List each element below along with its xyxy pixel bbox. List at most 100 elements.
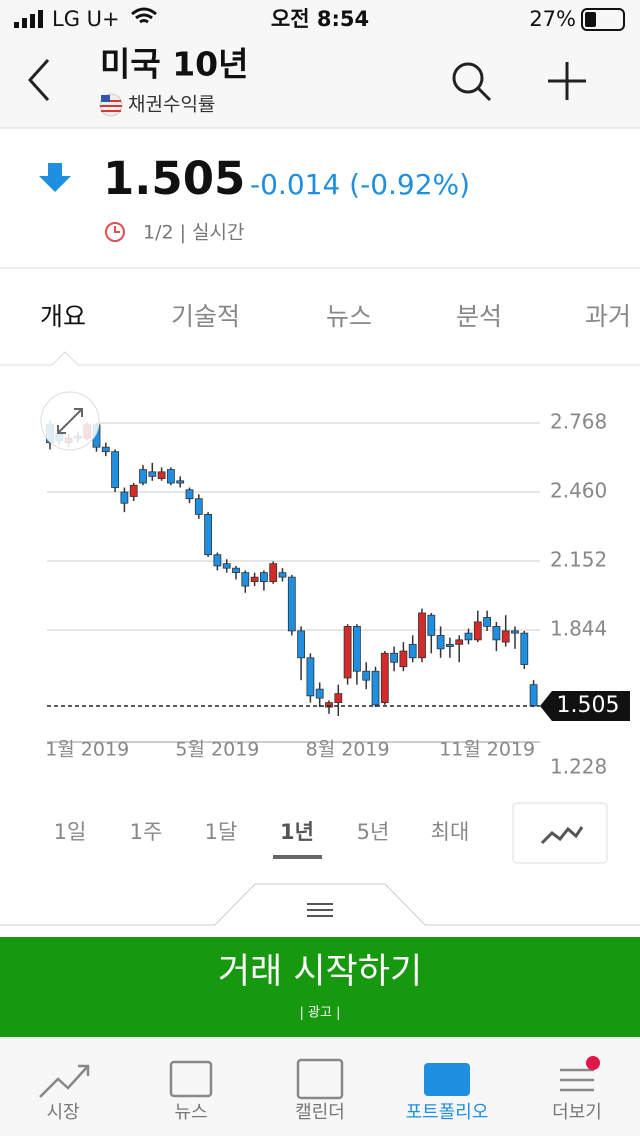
candle-body [325,702,333,708]
candle-body [390,652,399,663]
signal [14,10,43,28]
candle-body [362,670,371,681]
add-button[interactable] [548,62,586,100]
candle-body [139,469,147,484]
last-value-badge [540,690,630,721]
candle-body [306,657,315,697]
nav-icon [296,1058,344,1100]
x-tick-label: 11월 2019 [439,739,535,761]
battery-level: 27% [529,7,576,31]
tab[interactable]: 기술적 [171,302,240,331]
candle-body [483,617,492,627]
candle-body [157,471,166,479]
candle-body [176,480,185,484]
battery-icon [581,8,625,31]
chart-type-button[interactable] [512,802,608,864]
x-tick-label: 1월 2019 [45,739,129,761]
search-button[interactable] [452,62,492,102]
candle-body [213,554,222,567]
period-button[interactable]: 1주 [130,820,163,844]
period-button[interactable]: 5년 [357,820,390,844]
battery-fill [585,12,596,27]
nav-icon [169,1060,213,1098]
tab-indicator [0,351,640,366]
quote-time: 1/2 | 실시간 [143,222,245,244]
down-arrow [39,163,71,192]
candle-body [101,446,110,453]
candle-body [501,630,510,643]
candle-body [427,614,436,636]
candle-body [436,634,445,650]
period-button[interactable]: 최대 [431,820,470,844]
flag-canton [101,95,110,102]
price: 1.505 [103,152,245,205]
period-underline [273,855,322,859]
candle-body [241,572,250,587]
candle-body [455,639,464,645]
last-value-label: 1.505 [557,693,620,718]
instrument-title: 미국 10년 [100,45,249,84]
y-tick-label: 2.768 [550,410,607,434]
cta-button[interactable] [0,937,640,1037]
nav-icon [560,1068,594,1092]
period-button[interactable]: 1달 [205,820,238,844]
candle-body [287,576,296,632]
x-tick-label: 8월 2019 [306,739,390,761]
candle-body [185,489,194,500]
clock-hands [114,226,120,233]
candle-body [204,514,213,556]
candle-body [194,498,203,515]
candle-body [511,630,519,634]
candle-body [343,626,352,679]
nav-bar [0,1038,640,1136]
y-tick-label: 1.228 [550,755,607,779]
candle-body [166,469,175,484]
candle-body [111,451,119,488]
candle-body [120,491,129,504]
tab[interactable]: 개요 [40,302,86,331]
candle-body [492,626,501,641]
y-tick-label: 2.460 [550,479,607,503]
chart-type-icon [540,826,584,845]
candle-body [269,563,278,583]
nav-icon [424,1063,470,1096]
candle-body [129,484,138,497]
candle-body [148,471,157,477]
cta-label: 거래 시작하기 [218,952,422,992]
ad-label: | 광고 | [300,1006,341,1021]
price-change: -0.014 (-0.92%) [250,168,470,201]
nav-item[interactable]: 시장 [46,1102,79,1123]
candle-body [418,612,426,659]
candle-body [408,643,417,659]
nav-item[interactable]: 뉴스 [174,1102,207,1123]
period-button[interactable]: 1년 [280,820,314,844]
carrier: LG U+ [52,7,120,31]
back-button[interactable] [27,58,50,102]
nav-icon [39,1064,90,1098]
period-button[interactable]: 1일 [54,820,87,844]
y-tick-label: 2.152 [550,548,607,572]
candle-body [222,563,231,569]
candle-body [232,567,240,574]
tab[interactable]: 과거 [585,302,631,331]
candle-body [399,650,408,668]
tab[interactable]: 뉴스 [326,302,372,331]
nav-item[interactable]: 더보기 [552,1102,602,1123]
candle-body [529,684,538,707]
candle-body [259,572,268,583]
candle-body [371,670,380,706]
nav-item[interactable]: 포트폴리오 [406,1102,489,1123]
candle-body [445,643,454,647]
candle-body [352,626,361,672]
clock: 오전 8:54 [271,7,369,31]
candle-body [315,688,324,699]
candle-body [334,693,343,703]
nav-item[interactable]: 캘린더 [295,1102,345,1123]
candle-body [297,630,306,659]
candle-body [278,572,287,578]
candle-body [473,621,482,641]
instrument-type: 채권수익률 [128,94,215,116]
tab[interactable]: 분석 [456,302,502,331]
candle-body [520,632,529,665]
